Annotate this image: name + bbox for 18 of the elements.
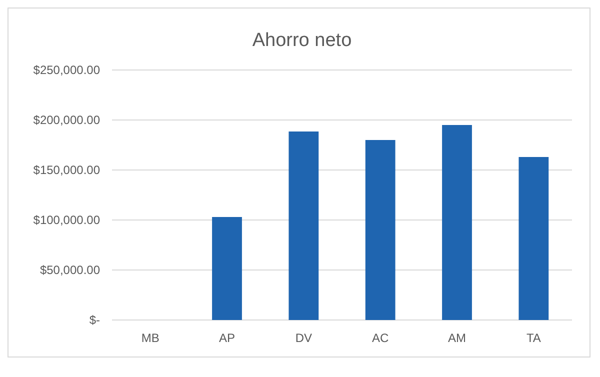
y-tick-label: $100,000.00 — [33, 213, 100, 228]
y-tick-label: $250,000.00 — [33, 63, 100, 78]
bar — [518, 157, 549, 320]
y-tick-label: $50,000.00 — [40, 263, 100, 278]
x-tick-label: TA — [526, 331, 541, 345]
x-tick-label: AM — [448, 331, 466, 345]
chart-title: Ahorro neto — [252, 30, 352, 51]
bar — [442, 125, 472, 320]
y-tick-label: $150,000.00 — [33, 163, 100, 178]
bar — [212, 217, 242, 320]
bar — [365, 140, 396, 320]
x-tick-label: DV — [295, 331, 312, 345]
x-tick-label: AP — [218, 331, 236, 345]
x-tick-label: MB — [141, 331, 160, 345]
x-tick-label: AC — [372, 331, 389, 345]
bar — [288, 132, 319, 320]
y-tick-label: $- — [89, 313, 100, 328]
y-tick-label: $200,000.00 — [33, 113, 100, 128]
